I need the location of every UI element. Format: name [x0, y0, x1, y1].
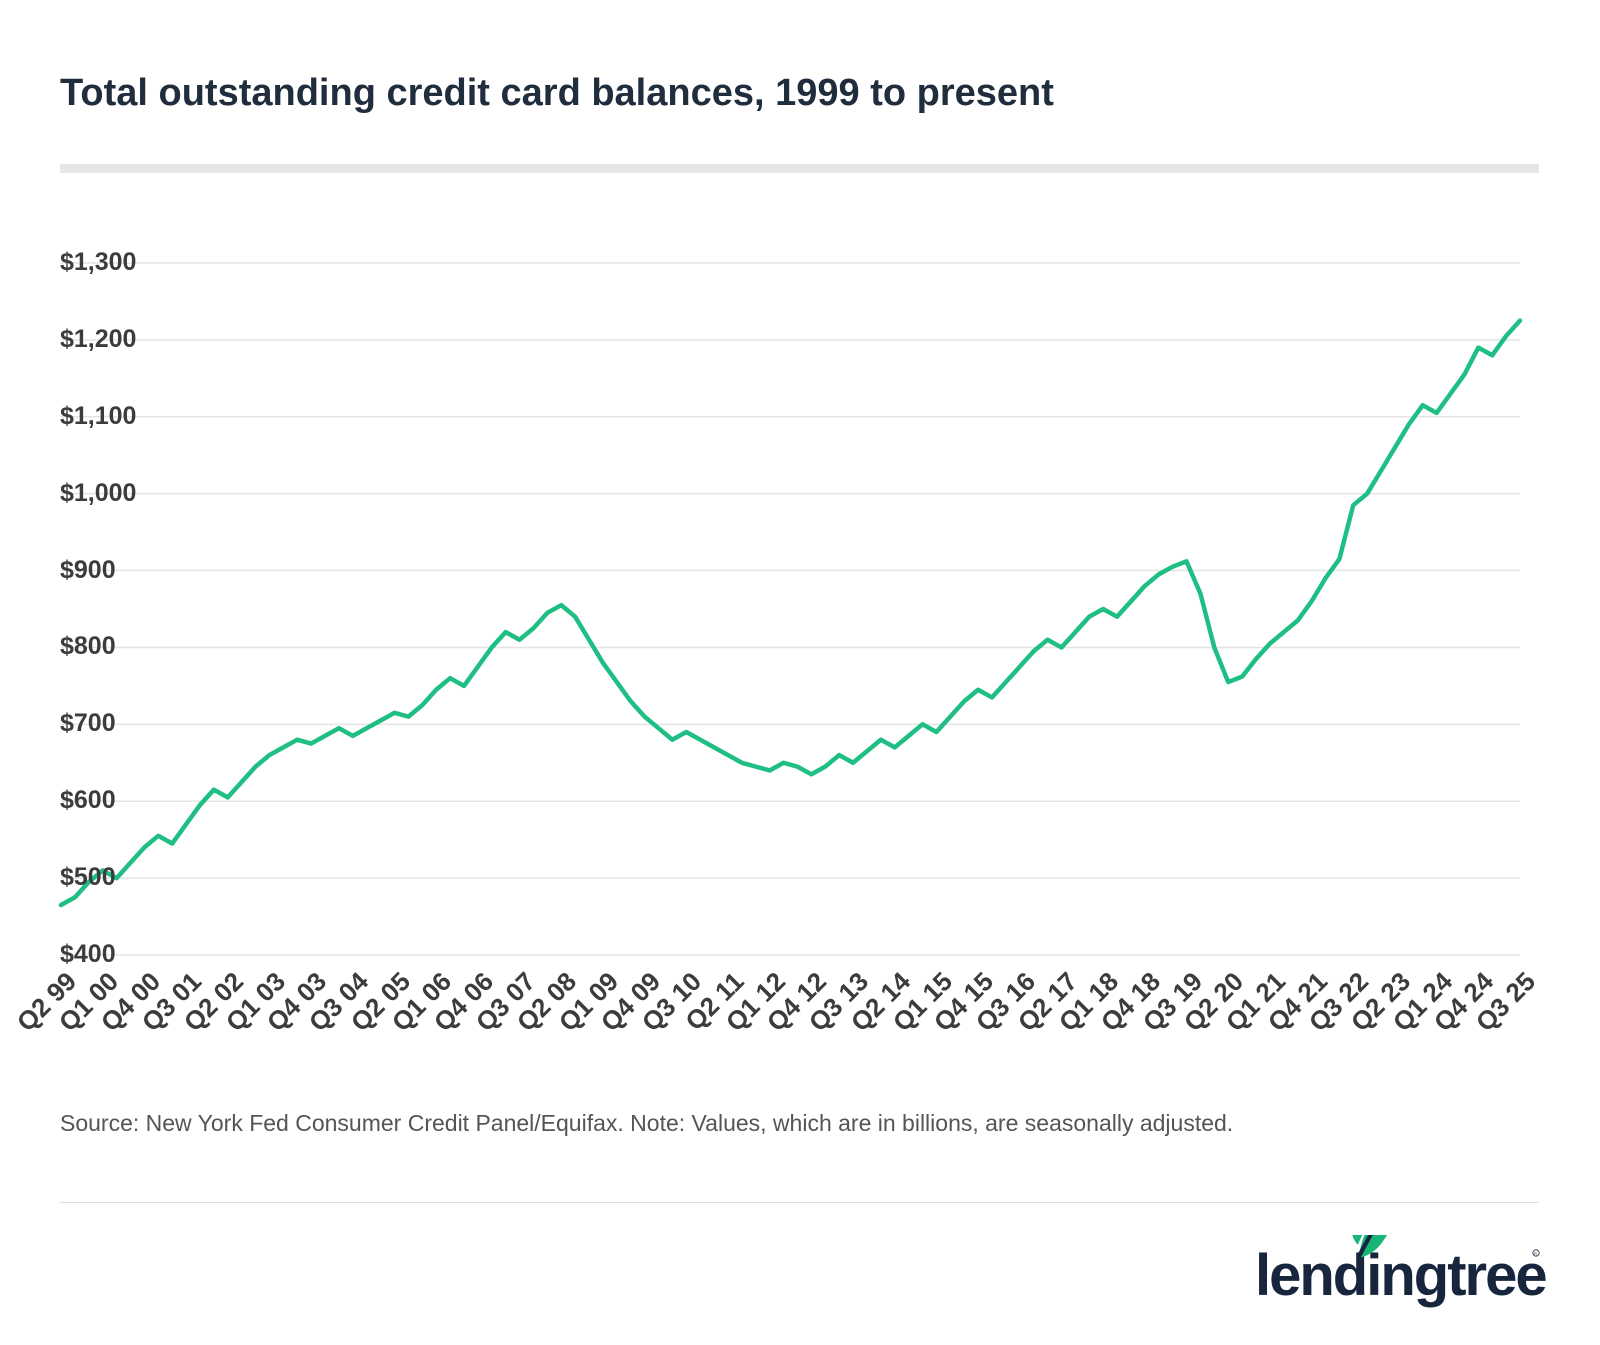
svg-text:lendingtree: lendingtree	[1255, 1243, 1546, 1308]
svg-text:R: R	[1534, 1252, 1537, 1257]
